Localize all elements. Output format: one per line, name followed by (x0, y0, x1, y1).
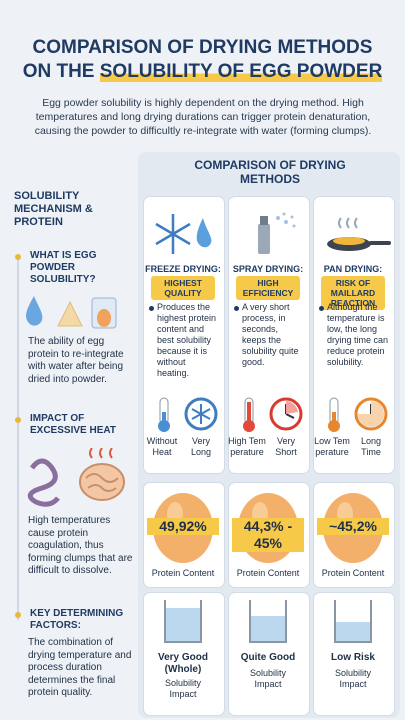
duration-label: Very Short (275, 436, 297, 457)
bullet (319, 306, 324, 311)
solubility-card (228, 592, 310, 716)
method-icon (155, 214, 212, 254)
beaker (249, 600, 287, 643)
solubility-rating: Quite Good (240, 652, 296, 663)
section-title: KEY DETERMINING FACTORS: (30, 608, 124, 631)
title-prefix: ON THE (22, 61, 95, 82)
temp-time-icons (328, 397, 388, 432)
method-tag: HIGHEST QUALITY (151, 276, 215, 300)
bullet (15, 254, 21, 260)
solubility-rating: Very Good (Whole) (157, 652, 208, 675)
title-line1: COMPARISON OF DRYING METHODS (32, 37, 373, 58)
method-icon (327, 217, 391, 251)
protein-value: ~45,2% (317, 518, 389, 535)
solubility-icons (26, 296, 117, 329)
intro: Egg powder solubility is highly dependen… (34, 97, 372, 137)
section-text: The combination of drying temperature an… (28, 637, 132, 698)
duration-label: Very Long (190, 436, 212, 457)
beaker (164, 600, 202, 643)
method-name: PAN DRYING: (323, 264, 383, 274)
temperature-label: High Temperature (228, 436, 266, 457)
protein-label: Protein Content (236, 568, 300, 578)
duration-label: Long Time (360, 436, 382, 457)
method-description: Although the temperature is low, the lon… (327, 302, 389, 367)
temp-time-icons (243, 397, 303, 432)
protein-value: 49,92% (147, 518, 219, 535)
title-line2: ON THE SOLUBILITY OF EGG POWDER (0, 60, 405, 84)
method-description: A very short process, in seconds, keeps … (242, 302, 299, 367)
bullet (149, 306, 154, 311)
solubility-card (313, 592, 395, 716)
section-text: The ability of egg protein to re-integra… (28, 336, 124, 385)
comparison-heading: COMPARISON OF DRYING METHODS (194, 158, 346, 186)
protein-value: 44,3% - 45% (232, 518, 304, 552)
beaker (334, 600, 372, 643)
method-description: Produces the highest protein content and… (157, 302, 217, 378)
method-name: FREEZE DRYING: (145, 264, 221, 274)
temperature-label: Without Heat (146, 436, 178, 457)
method-name: SPRAY DRYING: (232, 264, 304, 274)
solubility-label: Solubility Impact (334, 668, 372, 689)
section-text: High temperatures cause protein coagulat… (28, 515, 133, 576)
protein-label: Protein Content (151, 568, 215, 578)
bullet (234, 306, 239, 311)
method-tag: RISK OF MAILLARD REACTION (321, 276, 385, 310)
method-icon (258, 212, 296, 254)
method-tag: HIGH EFFICIENCY (236, 276, 300, 300)
section-title: IMPACT OF EXCESSIVE HEAT (30, 413, 116, 436)
temp-time-icons (158, 397, 218, 432)
bullet (15, 417, 21, 423)
timeline (17, 260, 19, 620)
temperature-label: Low Temperature (314, 436, 350, 457)
protein-label: Protein Content (321, 568, 385, 578)
section-title: WHAT IS EGG POWDER SOLUBILITY? (30, 250, 97, 285)
solubility-label: Solubility Impact (164, 678, 202, 699)
bullet (15, 612, 21, 618)
title-highlight: SOLUBILITY OF EGG POWDER (99, 61, 383, 82)
heat-icons (27, 448, 125, 507)
solubility-rating: Low Risk (331, 652, 375, 663)
solubility-label: Solubility Impact (249, 668, 287, 689)
sidebar-heading: SOLUBILITY MECHANISM & PROTEIN (14, 190, 93, 228)
